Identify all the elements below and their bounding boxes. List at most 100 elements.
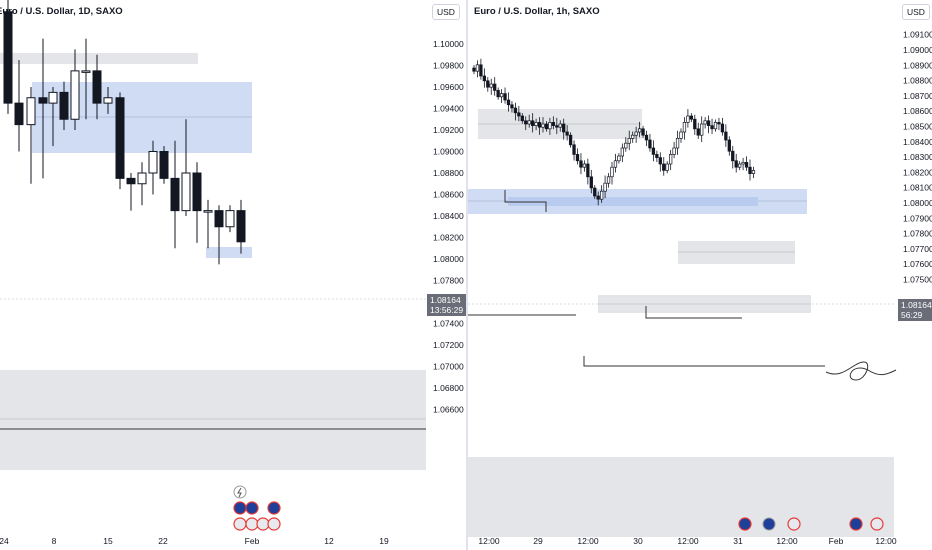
- event-icons-hourly: [738, 517, 884, 531]
- candle-body: [724, 131, 728, 141]
- time-tick-label: 12: [324, 536, 334, 546]
- us-flag-icon[interactable]: [233, 517, 247, 531]
- price-tick-label: 1.09800: [433, 61, 464, 71]
- eu-flag-icon[interactable]: [267, 501, 281, 515]
- candle-body: [744, 162, 749, 168]
- chart-pane-daily[interactable]: 1.10000 1.09800 1.09600 1.09400 1.09200 1.090…: [0, 0, 466, 550]
- candle-body: [544, 123, 549, 130]
- candle-body: [738, 163, 742, 168]
- us-flag-icon[interactable]: [787, 517, 801, 531]
- candle-body: [236, 210, 246, 243]
- hourly-price-axis: 1.09100 1.09000 1.08900 1.08800 1.08700 1.086…: [903, 30, 932, 285]
- last-price-value: 1.08164: [901, 300, 932, 310]
- candle-body: [579, 160, 583, 168]
- last-price-value: 1.08164: [430, 295, 461, 305]
- price-tick-label: 1.09600: [433, 82, 464, 92]
- candle-body: [524, 120, 528, 125]
- candle-body: [648, 139, 652, 149]
- hourly-candles: [472, 58, 756, 206]
- price-tick-label: 1.08800: [433, 168, 464, 178]
- candle-body: [700, 123, 704, 136]
- bottom-gray-zone: [468, 457, 894, 537]
- candle-body: [499, 93, 504, 98]
- candle-body: [631, 134, 635, 139]
- eu-flag-icon[interactable]: [849, 517, 863, 531]
- candle-body: [496, 90, 500, 98]
- candle-body: [748, 166, 752, 174]
- us-flag-icon[interactable]: [256, 517, 270, 531]
- lightning-icon[interactable]: [233, 485, 247, 499]
- daily-candles: [3, 0, 246, 265]
- candle-body: [486, 80, 490, 88]
- candle-body: [537, 122, 542, 128]
- candle-body: [751, 170, 756, 174]
- time-tick-label: 22: [158, 536, 168, 546]
- candle-body: [693, 118, 697, 130]
- chart-pane-hourly[interactable]: 1.09100 1.09000 1.08900 1.08800 1.08700 1.086…: [468, 0, 932, 550]
- price-tick-label: 1.09000: [433, 147, 464, 157]
- candle-body: [741, 162, 745, 165]
- candle-body: [672, 147, 676, 155]
- price-tick-label: 1.08400: [903, 137, 932, 147]
- currency-badge[interactable]: USD: [902, 4, 930, 20]
- event-icons-daily: [233, 485, 281, 531]
- price-tick-label: 1.06800: [433, 383, 464, 393]
- candle-body: [600, 190, 604, 200]
- price-tick-label: 1.07500: [903, 275, 932, 285]
- us-flag-icon[interactable]: [245, 517, 259, 531]
- candle-body: [214, 210, 224, 228]
- daily-chart-canvas[interactable]: 1.10000 1.09800 1.09600 1.09400 1.09200 1.090…: [0, 0, 466, 550]
- candle-body: [613, 160, 618, 168]
- us-flag-icon[interactable]: [267, 517, 281, 531]
- candle-body: [669, 154, 673, 165]
- eu-flag-icon[interactable]: [245, 501, 259, 515]
- candle-body: [624, 142, 628, 149]
- candle-body: [617, 155, 621, 162]
- candle-body: [662, 163, 666, 171]
- eu-flag-icon[interactable]: [762, 517, 776, 531]
- candle-body: [475, 64, 480, 72]
- daily-time-axis: 24 8 15 22 Feb 12 19: [0, 536, 389, 546]
- candle-body: [3, 11, 13, 104]
- pane-divider[interactable]: [466, 0, 468, 550]
- hourly-time-axis: 12:00 29 12:00 30 12:00 31 12:00 Feb 12:00: [478, 536, 897, 546]
- candle-body: [203, 210, 213, 213]
- candle-body: [530, 120, 535, 126]
- price-tick-label: 1.08600: [433, 190, 464, 200]
- candle-body: [181, 172, 191, 212]
- price-tick-label: 1.07000: [433, 362, 464, 372]
- candle-body: [562, 123, 566, 133]
- time-tick-label: 24: [0, 536, 9, 546]
- candle-body: [696, 128, 700, 136]
- candle-body: [115, 97, 125, 179]
- candle-body: [555, 125, 559, 128]
- level-line-right: [645, 306, 742, 319]
- price-tick-label: 1.08500: [903, 122, 932, 132]
- price-tick-label: 1.08600: [903, 106, 932, 116]
- price-tick-label: 1.08400: [433, 211, 464, 221]
- price-tick-label: 1.08200: [903, 167, 932, 177]
- candle-body: [637, 128, 642, 133]
- currency-badge[interactable]: USD: [432, 4, 460, 20]
- price-tick-label: 1.10000: [433, 39, 464, 49]
- hand-drawn-curve: [825, 361, 897, 381]
- candle-body: [575, 154, 580, 162]
- candle-body: [727, 139, 731, 152]
- candle-body: [565, 131, 569, 136]
- time-tick-label: 12:00: [776, 536, 798, 546]
- candle-body: [482, 75, 487, 82]
- candle-body: [641, 128, 645, 136]
- us-flag-icon[interactable]: [870, 517, 884, 531]
- eu-flag-icon[interactable]: [233, 501, 247, 515]
- eu-flag-icon[interactable]: [738, 517, 752, 531]
- time-tick-label: Feb: [245, 536, 260, 546]
- price-tick-label: 1.07600: [903, 259, 932, 269]
- candle-body: [606, 176, 611, 184]
- hourly-chart-canvas[interactable]: 1.09100 1.09000 1.08900 1.08800 1.08700 1.086…: [468, 0, 932, 550]
- price-tick-label: 1.08000: [903, 198, 932, 208]
- candle-body: [513, 107, 518, 114]
- candle-body: [568, 134, 573, 146]
- candle-body: [493, 83, 497, 91]
- time-tick-label: 31: [733, 536, 743, 546]
- candle-body: [70, 70, 80, 120]
